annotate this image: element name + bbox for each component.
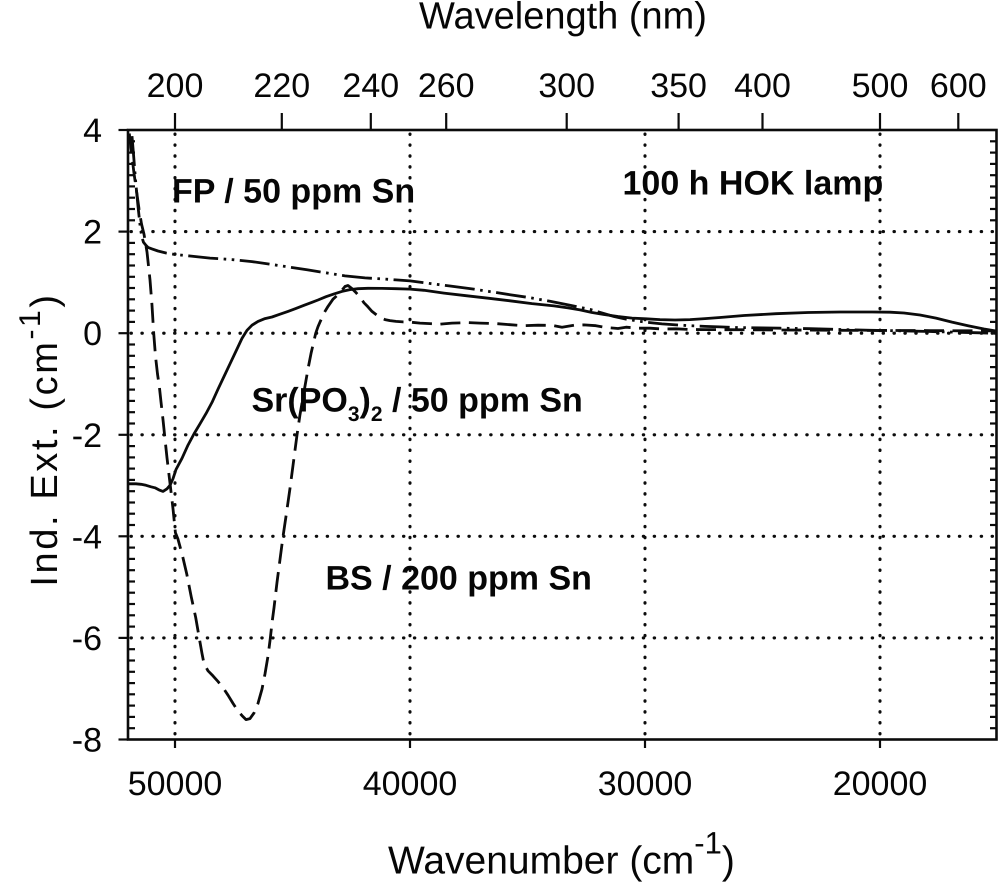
svg-text:BS / 200 ppm Sn: BS / 200 ppm Sn <box>326 559 592 597</box>
svg-text:500: 500 <box>852 67 909 105</box>
svg-text:30000: 30000 <box>598 765 693 803</box>
svg-text:-2: -2 <box>72 417 102 455</box>
svg-text:600: 600 <box>930 67 987 105</box>
svg-text:100 h HOK lamp: 100 h HOK lamp <box>623 165 884 203</box>
svg-text:220: 220 <box>253 67 310 105</box>
svg-text:400: 400 <box>734 67 791 105</box>
svg-text:20000: 20000 <box>833 765 928 803</box>
svg-text:350: 350 <box>650 67 707 105</box>
svg-text:40000: 40000 <box>363 765 458 803</box>
svg-text:4: 4 <box>83 112 102 150</box>
svg-text:-6: -6 <box>72 620 102 658</box>
svg-text:240: 240 <box>342 67 399 105</box>
svg-text:2: 2 <box>83 214 102 252</box>
svg-text:FP / 50 ppm Sn: FP / 50 ppm Sn <box>172 173 415 211</box>
svg-text:0: 0 <box>83 315 102 353</box>
svg-text:50000: 50000 <box>128 765 223 803</box>
svg-text:-4: -4 <box>72 518 102 556</box>
svg-text:Wavelength (nm): Wavelength (nm) <box>419 0 707 38</box>
svg-text:Sr(PO3)2 / 50 ppm Sn: Sr(PO3)2 / 50 ppm Sn <box>252 382 583 427</box>
svg-text:200: 200 <box>147 67 204 105</box>
svg-text:260: 260 <box>418 67 475 105</box>
svg-text:-8: -8 <box>72 722 102 760</box>
svg-text:300: 300 <box>538 67 595 105</box>
